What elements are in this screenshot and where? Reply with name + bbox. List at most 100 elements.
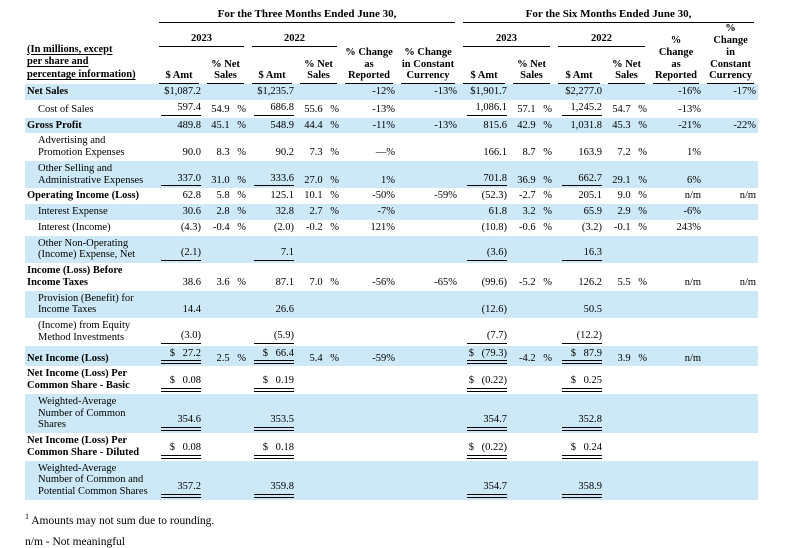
value-cell bbox=[509, 366, 554, 394]
value-cell: 662.7 bbox=[554, 160, 605, 189]
value-cell bbox=[341, 290, 397, 319]
value-cell: 16.3 bbox=[554, 235, 605, 264]
value-text: -2.7 % bbox=[519, 190, 553, 202]
value-cell bbox=[341, 235, 397, 264]
value-text: -59% bbox=[372, 352, 395, 364]
value-text: 166.1 bbox=[483, 147, 508, 159]
value-cell: 357.2 bbox=[155, 460, 203, 500]
value-text: n/m bbox=[684, 276, 702, 288]
table-row: Gross Profit 489.8 45.1 % 548.9 44.4 % -11% -1… bbox=[25, 117, 759, 134]
value-cell: 125.1 bbox=[248, 188, 296, 204]
value-cell bbox=[296, 290, 341, 319]
value-cell: -59% bbox=[341, 345, 397, 367]
value-text: 7.0 % bbox=[309, 276, 340, 288]
value-text: 7.3 % bbox=[309, 147, 340, 159]
value-cell: 54.7 % bbox=[604, 100, 649, 118]
value-cell bbox=[604, 460, 650, 500]
value-text: 2.7 % bbox=[309, 206, 340, 218]
value-text: -4.2 % bbox=[519, 352, 553, 364]
value-text: 14.4 bbox=[182, 304, 201, 316]
value-cell bbox=[203, 84, 248, 100]
value-cell bbox=[397, 235, 460, 264]
income-statement-table: For the Three Months Ended June 30, For … bbox=[25, 8, 759, 500]
value-cell: -56% bbox=[341, 263, 397, 291]
value-cell: 2.8 % bbox=[203, 204, 248, 220]
row-label: Net Sales bbox=[25, 84, 155, 100]
value-text: -0.1 % bbox=[614, 221, 648, 233]
value-cell: 6% bbox=[649, 160, 704, 189]
pct-net-sales-header: % Net Sales bbox=[203, 47, 248, 85]
value-text: -0.4 % bbox=[213, 221, 246, 233]
value-cell: 44.4 % bbox=[296, 117, 341, 134]
value-text: 26.6 bbox=[275, 304, 294, 316]
value-text: 1% bbox=[381, 174, 395, 186]
amt-text: $ Amt bbox=[463, 70, 506, 85]
value-text: 61.8 bbox=[488, 206, 508, 218]
pct-net-sales-text: % Net Sales bbox=[207, 59, 244, 85]
amt-header: $ Amt bbox=[155, 47, 203, 85]
value-text: 354.6 bbox=[161, 414, 201, 432]
table-row: (Income) from Equity Method Investments (… bbox=[25, 318, 758, 346]
value-cell: n/m bbox=[649, 263, 703, 291]
row-label: Other Selling and Administrative Expense… bbox=[25, 160, 155, 189]
value-cell bbox=[649, 235, 704, 264]
value-text: 815.6 bbox=[483, 119, 508, 131]
year-header-6m-2022: 2022 bbox=[554, 23, 649, 47]
value-cell bbox=[509, 290, 555, 319]
value-cell: (12.6) bbox=[459, 290, 510, 319]
value-cell: -12% bbox=[341, 84, 397, 100]
value-text: 7.2 % bbox=[617, 147, 648, 159]
value-cell: -7% bbox=[341, 204, 397, 220]
value-cell: 45.3 % bbox=[604, 117, 650, 134]
amt-text: $ Amt bbox=[159, 70, 199, 85]
value-text: 65.9 bbox=[583, 206, 603, 218]
table-body: Net Sales $1,087.2 $1,235.7 -12% -13% $1,901.… bbox=[25, 84, 759, 500]
value-cell: 42.9 % bbox=[509, 117, 555, 134]
pct-change-reported-header-3m: % Change as Reported bbox=[341, 23, 397, 85]
table-row: Cost of Sales 597.4 54.9 % 686.8 55.6 % -13% 1… bbox=[25, 100, 758, 118]
amt-header: $ Amt bbox=[459, 47, 509, 85]
value-cell: -2.7 % bbox=[509, 188, 554, 204]
amt-header: $ Amt bbox=[248, 47, 296, 85]
value-text: 90.2 bbox=[275, 147, 294, 159]
value-cell: (3.0) bbox=[155, 318, 203, 346]
value-cell: 354.6 bbox=[155, 393, 203, 434]
row-label: (Income) from Equity Method Investments bbox=[38, 320, 131, 343]
year-row: (In millions, except per share and perce… bbox=[25, 23, 758, 85]
value-text: -21% bbox=[678, 119, 702, 131]
value-cell: 57.1 % bbox=[509, 100, 554, 118]
value-text: 2.8 % bbox=[216, 206, 247, 218]
value-cell: 7.3 % bbox=[296, 133, 341, 161]
value-text: (12.2) bbox=[562, 330, 603, 344]
value-cell: (3.2) bbox=[554, 220, 604, 236]
value-text: $ 87.9 bbox=[562, 348, 603, 365]
value-cell bbox=[703, 290, 759, 319]
value-cell bbox=[703, 133, 758, 161]
table-row: Operating Income (Loss) 62.8 5.8 % 125.1 10.… bbox=[25, 188, 758, 204]
value-text: 87.1 bbox=[275, 276, 294, 288]
value-text: (7.7) bbox=[467, 330, 508, 344]
value-text: 686.8 bbox=[254, 102, 294, 116]
value-cell bbox=[397, 204, 460, 220]
value-cell: 38.6 bbox=[155, 263, 203, 291]
value-text: 1% bbox=[687, 147, 702, 159]
table-header: For the Three Months Ended June 30, For … bbox=[25, 8, 758, 85]
row-label: Interest Expense bbox=[25, 204, 155, 220]
value-cell bbox=[703, 393, 759, 434]
value-text: -6% bbox=[683, 206, 702, 218]
group-title-text: For the Three Months Ended June 30, bbox=[159, 8, 456, 24]
year-text: 2023 bbox=[463, 31, 551, 47]
value-text: -13% bbox=[434, 86, 458, 98]
value-text: 662.7 bbox=[562, 173, 603, 187]
value-cell: 205.1 bbox=[554, 188, 604, 204]
value-text: -65% bbox=[434, 276, 458, 288]
value-cell bbox=[397, 133, 459, 161]
value-text: -5.2 % bbox=[519, 276, 553, 288]
value-cell: 3.2 % bbox=[509, 204, 555, 220]
value-text: 90.0 bbox=[182, 147, 201, 159]
value-cell: 3.9 % bbox=[604, 345, 650, 367]
value-cell: $ 66.4 bbox=[248, 345, 296, 367]
value-cell: $ (79.3) bbox=[459, 345, 510, 367]
value-cell: n/m bbox=[649, 188, 703, 204]
table-row: Net Sales $1,087.2 $1,235.7 -12% -13% $1,901.… bbox=[25, 84, 759, 100]
